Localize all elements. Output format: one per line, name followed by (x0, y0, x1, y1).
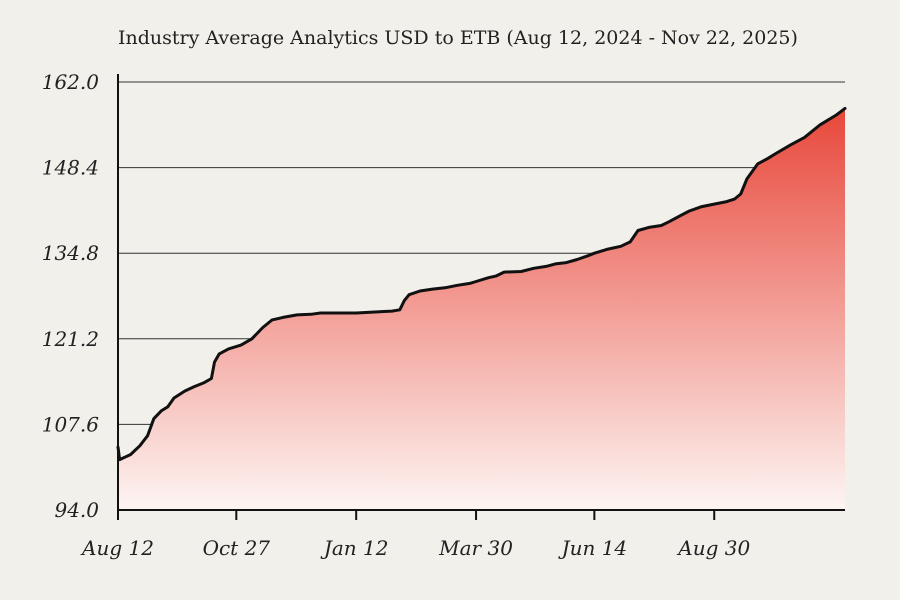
data-point (545, 265, 547, 267)
data-point (775, 152, 778, 154)
data-point (167, 406, 169, 408)
data-point (319, 312, 321, 314)
data-point (475, 280, 477, 283)
data-point (341, 312, 343, 314)
data-point (576, 258, 578, 261)
data-point (554, 263, 557, 265)
data-point (251, 338, 253, 340)
data-point (587, 255, 589, 257)
data-point (677, 216, 680, 218)
y-tick-label: 162.0 (42, 70, 100, 94)
data-point (391, 310, 393, 312)
area-fill-layer (116, 106, 847, 511)
area-fill (118, 108, 845, 511)
chart-title: Industry Average Analytics USD to ETB (A… (118, 27, 798, 49)
data-point (688, 210, 690, 212)
data-point (629, 241, 631, 243)
data-point (282, 316, 284, 318)
data-point (487, 277, 490, 279)
data-point (193, 386, 195, 388)
data-point (419, 290, 421, 292)
data-point (139, 445, 141, 447)
data-point (147, 435, 149, 437)
data-point (227, 348, 230, 350)
data-point (444, 287, 446, 289)
x-tick-labels: Aug 12 Oct 27 Jan 12 Mar 30 Jun 14 Aug 30 (80, 536, 750, 560)
data-point (648, 226, 650, 228)
data-point (819, 124, 821, 126)
x-tick-label: Aug 30 (676, 536, 750, 560)
data-point (173, 397, 175, 399)
data-point (262, 326, 264, 329)
data-point (726, 201, 728, 203)
data-point (533, 267, 535, 269)
data-point (403, 299, 405, 301)
data-point (213, 361, 216, 363)
data-point (803, 136, 806, 138)
data-point (620, 245, 622, 247)
data-point (637, 229, 639, 232)
x-tick-label: Oct 27 (203, 536, 271, 560)
y-tick-label: 148.4 (42, 156, 99, 180)
data-point (757, 163, 759, 165)
data-point (469, 282, 471, 284)
data-point (766, 158, 768, 160)
y-tick-label: 94.0 (54, 498, 99, 522)
data-point (119, 459, 121, 461)
data-point (789, 144, 792, 146)
data-point (378, 311, 381, 313)
x-tick-label: Aug 12 (80, 536, 154, 560)
data-point (129, 454, 132, 456)
data-point (844, 107, 846, 109)
data-point (161, 410, 163, 412)
data-point (740, 193, 742, 195)
data-point (503, 271, 505, 273)
y-tick-label: 121.2 (42, 327, 99, 351)
data-point (660, 224, 662, 227)
y-tick-labels: 94.0 107.6 121.2 134.8 148.4 162.0 (42, 70, 100, 522)
data-point (210, 377, 212, 380)
data-point (184, 390, 186, 392)
data-point (713, 203, 715, 205)
axes (117, 74, 845, 520)
data-point (495, 275, 497, 277)
y-tick-label: 107.6 (42, 412, 100, 436)
data-point (399, 309, 401, 311)
data-point (565, 262, 567, 264)
data-point (456, 284, 458, 286)
data-point (271, 319, 273, 321)
data-point (520, 270, 522, 273)
data-point (431, 288, 434, 290)
x-tick-label: Jan 12 (320, 536, 389, 560)
data-point (835, 114, 837, 116)
y-tick-label: 134.8 (42, 241, 99, 265)
data-point (153, 418, 155, 420)
data-point (355, 312, 357, 314)
data-point (593, 252, 596, 254)
data-point (310, 313, 312, 315)
data-point (668, 221, 670, 223)
data-point (746, 178, 748, 180)
data-point (606, 248, 608, 250)
data-point (733, 198, 736, 200)
x-tick-label: Jun 14 (558, 536, 628, 560)
data-point (203, 382, 205, 384)
data-point (218, 353, 220, 355)
data-point (296, 314, 298, 316)
data-point (408, 294, 410, 296)
data-point (240, 344, 242, 346)
data-point (701, 206, 703, 208)
x-tick-label: Mar 30 (438, 536, 513, 560)
